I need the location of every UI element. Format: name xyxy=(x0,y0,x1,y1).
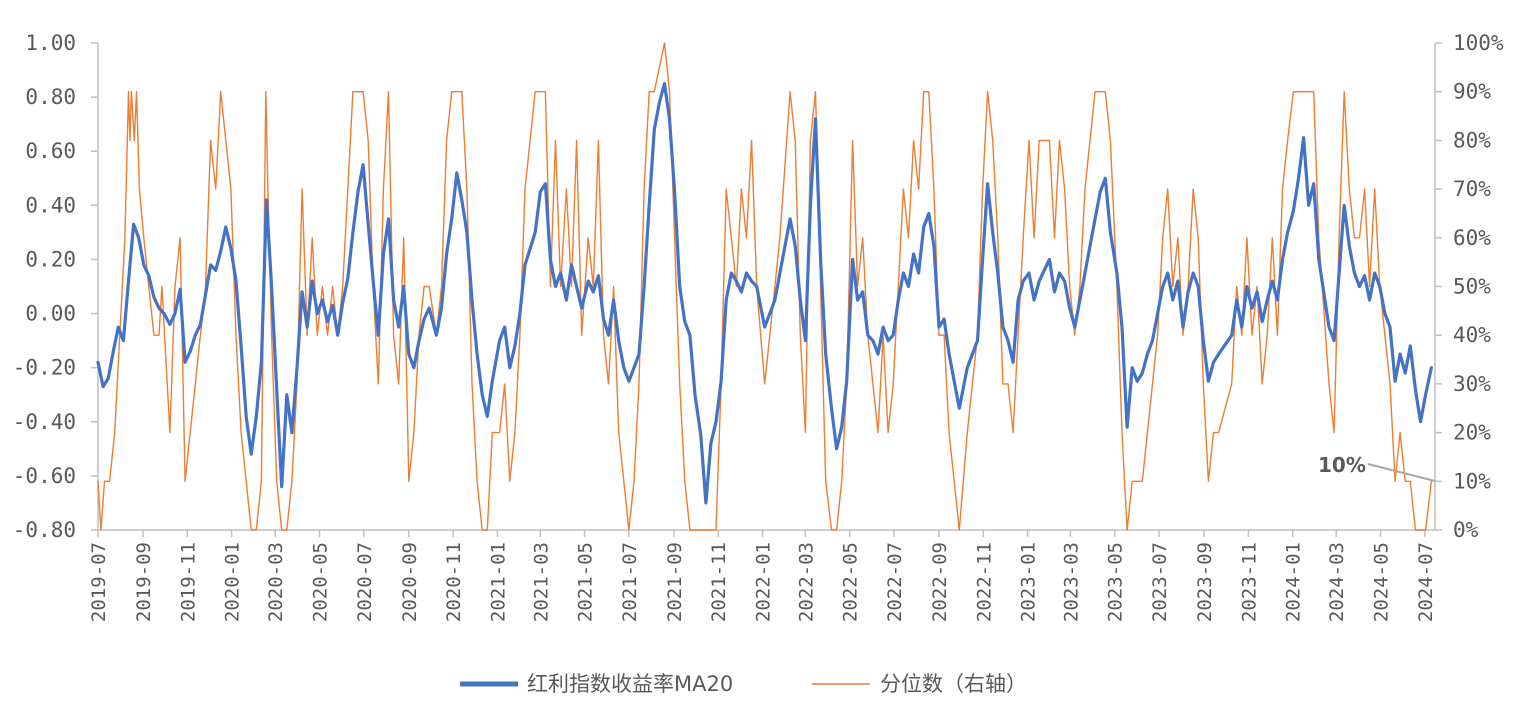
x-tick-label: 2020-07 xyxy=(354,542,376,622)
left-tick-label: -0.40 xyxy=(13,410,76,434)
x-tick-label: 2020-03 xyxy=(265,542,287,622)
x-tick-label: 2022-05 xyxy=(840,542,862,622)
legend: 红利指数收益率MA20 分位数（右轴） xyxy=(460,672,1027,696)
x-tick-label: 2021-01 xyxy=(487,542,509,622)
x-tick-label: 2023-11 xyxy=(1238,542,1260,622)
x-tick-label: 2022-07 xyxy=(884,542,906,622)
right-tick-label: 30% xyxy=(1453,372,1491,396)
right-tick-label: 70% xyxy=(1453,177,1491,201)
x-tick-label: 2021-05 xyxy=(575,542,597,622)
x-tick-label: 2019-07 xyxy=(88,542,110,622)
right-tick-label: 20% xyxy=(1453,421,1491,445)
annotation-layer: 10% xyxy=(1318,453,1436,482)
x-tick-label: 2020-01 xyxy=(222,542,244,622)
left-tick-label: 0.60 xyxy=(25,139,76,163)
x-tick-label: 2021-03 xyxy=(530,542,552,622)
x-tick-label: 2020-09 xyxy=(399,542,421,622)
x-tick-label: 2022-03 xyxy=(795,542,817,622)
x-tick-label: 2024-05 xyxy=(1371,542,1393,622)
x-tick-label: 2021-07 xyxy=(619,542,641,622)
x-tick-label: 2020-05 xyxy=(310,542,332,622)
x-tick-label: 2023-09 xyxy=(1194,542,1216,622)
right-tick-label: 100% xyxy=(1453,31,1504,55)
left-tick-label: 0.80 xyxy=(25,85,76,109)
left-tick-label: -0.60 xyxy=(13,464,76,488)
x-tick-label: 2021-11 xyxy=(708,542,730,622)
left-tick-label: 0.00 xyxy=(25,302,76,326)
series-layer xyxy=(96,42,1434,531)
x-tick-label: 2022-11 xyxy=(973,542,995,622)
dividend-yield-series-line xyxy=(96,81,1434,505)
right-y-axis-ticks: 100% 90% 80% 70% 60% 50% 40% 30% 20% 10% 0% xyxy=(1435,31,1504,542)
annotation-label: 10% xyxy=(1318,453,1366,477)
right-tick-label: 90% xyxy=(1453,80,1491,104)
legend-label-dividend-yield: 红利指数收益率MA20 xyxy=(527,672,733,696)
right-tick-label: 60% xyxy=(1453,226,1491,250)
right-tick-label: 0% xyxy=(1453,518,1479,542)
x-tick-label: 2024-03 xyxy=(1326,542,1348,622)
left-tick-label: -0.80 xyxy=(13,518,76,542)
x-tick-label: 2024-01 xyxy=(1283,542,1305,622)
legend-label-percentile: 分位数（右轴） xyxy=(880,672,1027,696)
left-tick-label: 0.20 xyxy=(25,247,76,271)
x-tick-label: 2019-11 xyxy=(177,542,199,622)
axes-group xyxy=(97,43,1436,531)
x-tick-label: 2022-01 xyxy=(753,542,775,622)
left-tick-label: 1.00 xyxy=(25,31,76,55)
percentile-series-line xyxy=(97,42,1433,531)
annotation-leader-line xyxy=(1367,463,1436,482)
left-tick-label: -0.20 xyxy=(13,356,76,380)
x-axis-ticks: 2019-07 2019-09 2019-11 2020-01 2020-03 2020-… xyxy=(88,530,1437,622)
x-tick-label: 2019-09 xyxy=(133,542,155,622)
x-tick-label: 2023-05 xyxy=(1105,542,1127,622)
left-tick-label: 0.40 xyxy=(25,193,76,217)
right-tick-label: 50% xyxy=(1453,275,1491,299)
right-tick-label: 80% xyxy=(1453,128,1491,152)
x-tick-label: 2024-07 xyxy=(1415,542,1437,622)
x-tick-label: 2023-07 xyxy=(1149,542,1171,622)
x-tick-label: 2021-09 xyxy=(664,542,686,622)
right-tick-label: 10% xyxy=(1453,469,1491,493)
x-tick-label: 2023-01 xyxy=(1018,542,1040,622)
x-tick-label: 2022-09 xyxy=(929,542,951,622)
left-y-axis-ticks: 1.00 0.80 0.60 0.40 0.20 0.00 -0.20 -0.40 -0.60 -… xyxy=(13,31,98,542)
x-tick-label: 2020-11 xyxy=(443,542,465,622)
right-tick-label: 40% xyxy=(1453,323,1491,347)
x-tick-label: 2023-03 xyxy=(1060,542,1082,622)
